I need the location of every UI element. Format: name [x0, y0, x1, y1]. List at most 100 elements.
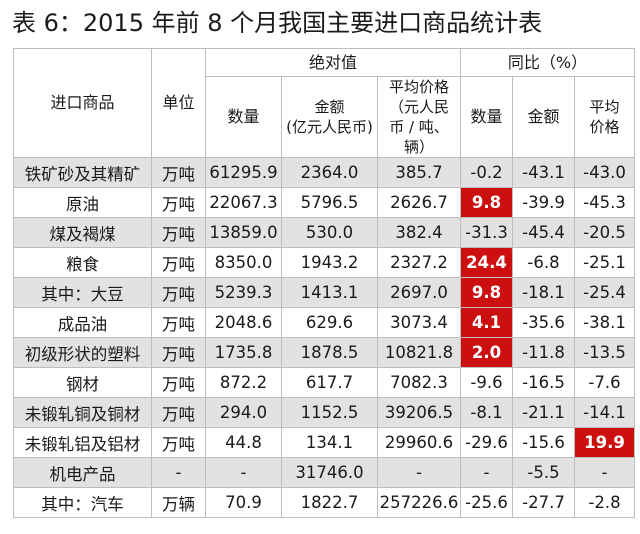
cell-yoy-qty: 9.8	[460, 187, 513, 218]
cell-amount: 1152.5	[281, 397, 378, 428]
cell-yoy-qty: -29.6	[460, 427, 513, 458]
table-row: 粮食 万吨 8350.0 1943.2 2327.2 24.4 -6.8 -25…	[13, 247, 635, 278]
cell-unit: 万吨	[151, 217, 206, 248]
cell-name: 钢材	[13, 367, 152, 398]
table-row: 未锻轧铝及铝材 万吨 44.8 134.1 29960.6 -29.6 -15.…	[13, 427, 635, 458]
cell-yoy-amount: -45.4	[512, 217, 575, 248]
cell-yoy-amount: -6.8	[512, 247, 575, 278]
cell-yoy-price: -25.1	[574, 247, 635, 278]
table-row: 初级形状的塑料 万吨 1735.8 1878.5 10821.8 2.0 -11…	[13, 337, 635, 368]
cell-amount: 629.6	[281, 307, 378, 338]
cell-yoy-amount: -35.6	[512, 307, 575, 338]
table-row: 其中：汽车 万辆 70.9 1822.7 257226.6 -25.6 -27.…	[13, 487, 635, 518]
header-absolute-group: 绝对值	[205, 48, 461, 77]
cell-qty: 22067.3	[205, 187, 282, 218]
cell-name: 粮食	[13, 247, 152, 278]
cell-yoy-qty: 9.8	[460, 277, 513, 308]
cell-yoy-qty: -0.2	[460, 157, 513, 188]
cell-unit: 万吨	[151, 337, 206, 368]
cell-yoy-amount: -5.5	[512, 457, 575, 488]
cell-name: 铁矿砂及其精矿	[13, 157, 152, 188]
cell-unit: 万吨	[151, 367, 206, 398]
header-yoy-quantity: 数量	[460, 76, 513, 158]
cell-yoy-qty: -9.6	[460, 367, 513, 398]
cell-qty: 70.9	[205, 487, 282, 518]
cell-name: 其中：大豆	[13, 277, 152, 308]
header-yoy-avg-line1: 平均	[589, 98, 620, 116]
cell-qty: 2048.6	[205, 307, 282, 338]
cell-price: 385.7	[377, 157, 461, 188]
cell-price: 29960.6	[377, 427, 461, 458]
cell-name: 初级形状的塑料	[13, 337, 152, 368]
cell-amount: 1822.7	[281, 487, 378, 518]
cell-name: 成品油	[13, 307, 152, 338]
cell-amount: 1413.1	[281, 277, 378, 308]
cell-qty: 294.0	[205, 397, 282, 428]
table-row: 未锻轧铜及铜材 万吨 294.0 1152.5 39206.5 -8.1 -21…	[13, 397, 635, 428]
cell-name: 未锻轧铜及铜材	[13, 397, 152, 428]
cell-yoy-price: -14.1	[574, 397, 635, 428]
cell-amount: 5796.5	[281, 187, 378, 218]
cell-yoy-price: -7.6	[574, 367, 635, 398]
cell-unit: 万吨	[151, 307, 206, 338]
cell-unit: 万吨	[151, 277, 206, 308]
table-title: 表 6：2015 年前 8 个月我国主要进口商品统计表	[12, 9, 543, 37]
cell-price: -	[377, 457, 461, 488]
cell-qty: 8350.0	[205, 247, 282, 278]
cell-yoy-qty: 24.4	[460, 247, 513, 278]
cell-yoy-price: -38.1	[574, 307, 635, 338]
cell-unit: 万辆	[151, 487, 206, 518]
cell-unit: 万吨	[151, 397, 206, 428]
cell-amount: 31746.0	[281, 457, 378, 488]
cell-yoy-qty: -8.1	[460, 397, 513, 428]
table-row: 机电产品 - - 31746.0 - - -5.5 -	[13, 457, 635, 488]
header-avg-price-line3: 币 / 吨、辆）	[389, 118, 449, 156]
table-row: 钢材 万吨 872.2 617.7 7082.3 -9.6 -16.5 -7.6	[13, 367, 635, 398]
cell-yoy-amount: -15.6	[512, 427, 575, 458]
cell-yoy-price: -43.0	[574, 157, 635, 188]
cell-yoy-amount: -27.7	[512, 487, 575, 518]
cell-price: 257226.6	[377, 487, 461, 518]
cell-yoy-price: -25.4	[574, 277, 635, 308]
cell-name: 未锻轧铝及铝材	[13, 427, 152, 458]
cell-yoy-qty: -	[460, 457, 513, 488]
cell-yoy-amount: -21.1	[512, 397, 575, 428]
cell-name: 其中：汽车	[13, 487, 152, 518]
table-row: 煤及褐煤 万吨 13859.0 530.0 382.4 -31.3 -45.4 …	[13, 217, 635, 248]
cell-amount: 530.0	[281, 217, 378, 248]
cell-yoy-price: -13.5	[574, 337, 635, 368]
cell-qty: 13859.0	[205, 217, 282, 248]
cell-amount: 617.7	[281, 367, 378, 398]
cell-qty: 44.8	[205, 427, 282, 458]
cell-unit: -	[151, 457, 206, 488]
cell-yoy-price: -45.3	[574, 187, 635, 218]
table-row: 原油 万吨 22067.3 5796.5 2626.7 9.8 -39.9 -4…	[13, 187, 635, 218]
header-avg-price: 平均价格 （元人民 币 / 吨、辆）	[377, 76, 461, 158]
cell-yoy-qty: 2.0	[460, 337, 513, 368]
header-yoy-avg-price: 平均 价格	[574, 76, 635, 158]
cell-yoy-price: -20.5	[574, 217, 635, 248]
table-row: 成品油 万吨 2048.6 629.6 3073.4 4.1 -35.6 -38…	[13, 307, 635, 338]
header-avg-price-line2: （元人民	[388, 98, 449, 116]
cell-qty: 872.2	[205, 367, 282, 398]
cell-qty: -	[205, 457, 282, 488]
header-yoy-group: 同比（%）	[460, 48, 635, 77]
header-unit: 单位	[151, 48, 206, 158]
cell-yoy-price: -	[574, 457, 635, 488]
header-amount-line2: (亿元人民币)	[286, 118, 373, 136]
cell-name: 煤及褐煤	[13, 217, 152, 248]
cell-amount: 2364.0	[281, 157, 378, 188]
cell-yoy-price: -2.8	[574, 487, 635, 518]
header-avg-price-line1: 平均价格	[388, 78, 449, 96]
cell-price: 10821.8	[377, 337, 461, 368]
import-statistics-table: 进口商品 单位 绝对值 同比（%） 数量 金额 (亿元人民币) 平均价格 （元人…	[13, 48, 635, 518]
cell-price: 2697.0	[377, 277, 461, 308]
cell-amount: 134.1	[281, 427, 378, 458]
cell-price: 382.4	[377, 217, 461, 248]
header-product: 进口商品	[13, 48, 152, 158]
table-row: 铁矿砂及其精矿 万吨 61295.9 2364.0 385.7 -0.2 -43…	[13, 157, 635, 188]
cell-qty: 1735.8	[205, 337, 282, 368]
cell-yoy-amount: -16.5	[512, 367, 575, 398]
cell-name: 机电产品	[13, 457, 152, 488]
cell-amount: 1878.5	[281, 337, 378, 368]
